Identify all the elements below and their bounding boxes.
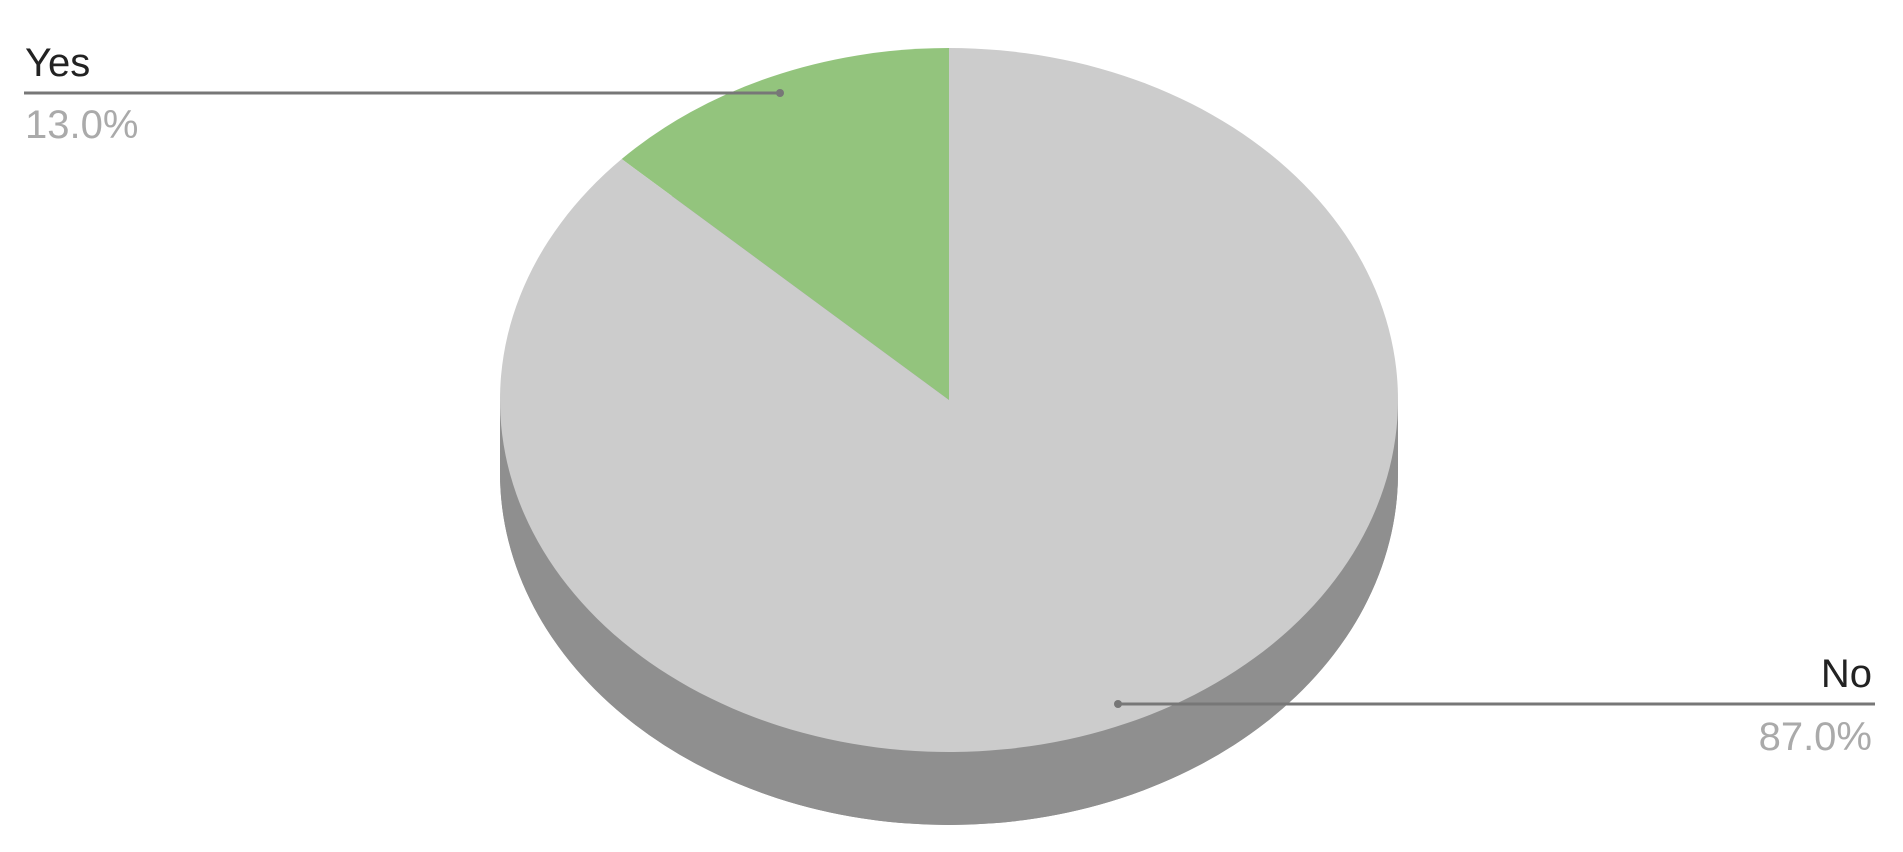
slice-label-text: Yes [25, 41, 90, 85]
slice-label-no: No 87.0% [1114, 652, 1875, 759]
leader-dot [1114, 700, 1122, 708]
slice-label-yes: Yes 13.0% [24, 41, 784, 147]
slice-percent-text: 13.0% [25, 103, 138, 147]
leader-dot [776, 89, 784, 97]
slice-label-text: No [1821, 652, 1872, 696]
slice-percent-text: 87.0% [1759, 715, 1872, 759]
pie-slice-yes [621, 48, 949, 400]
pie-slice-no [499, 48, 1399, 752]
